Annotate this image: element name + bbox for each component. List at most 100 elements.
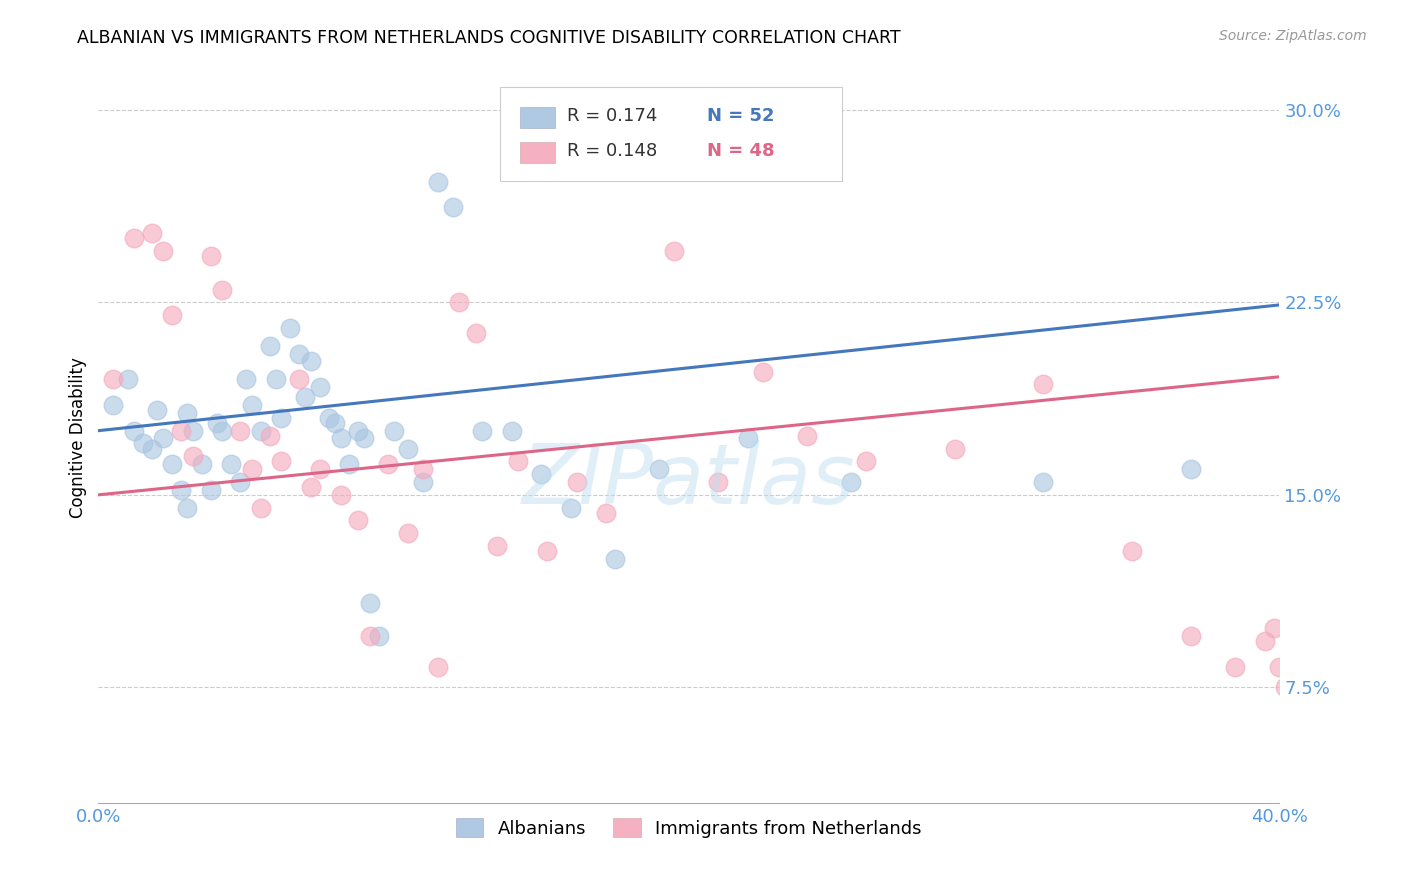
Point bbox=[141, 442, 163, 456]
Point bbox=[240, 398, 263, 412]
Point bbox=[595, 506, 617, 520]
FancyBboxPatch shape bbox=[520, 107, 555, 128]
Point bbox=[309, 380, 332, 394]
Point bbox=[796, 429, 818, 443]
Point bbox=[382, 424, 405, 438]
Point bbox=[501, 424, 523, 438]
Point bbox=[146, 403, 169, 417]
FancyBboxPatch shape bbox=[501, 87, 842, 181]
Point bbox=[339, 457, 361, 471]
Point bbox=[565, 475, 588, 489]
Point bbox=[1274, 681, 1296, 695]
Point bbox=[152, 431, 174, 445]
Point bbox=[605, 552, 627, 566]
Point bbox=[707, 475, 730, 489]
Y-axis label: Cognitive Disability: Cognitive Disability bbox=[69, 357, 87, 517]
Point bbox=[441, 200, 464, 214]
Point bbox=[329, 431, 352, 445]
Point bbox=[141, 226, 163, 240]
Text: Source: ZipAtlas.com: Source: ZipAtlas.com bbox=[1219, 29, 1367, 43]
Point bbox=[347, 424, 370, 438]
Point bbox=[412, 462, 434, 476]
Point bbox=[465, 326, 488, 340]
Point bbox=[398, 442, 420, 456]
Point bbox=[1180, 629, 1202, 643]
Point bbox=[855, 454, 877, 468]
Point bbox=[486, 539, 509, 553]
Point bbox=[368, 629, 391, 643]
Point bbox=[176, 406, 198, 420]
Point bbox=[162, 457, 183, 471]
Text: ALBANIAN VS IMMIGRANTS FROM NETHERLANDS COGNITIVE DISABILITY CORRELATION CHART: ALBANIAN VS IMMIGRANTS FROM NETHERLANDS … bbox=[77, 29, 901, 46]
Point bbox=[294, 390, 316, 404]
Point bbox=[377, 457, 399, 471]
Point bbox=[536, 544, 558, 558]
Point bbox=[211, 283, 233, 297]
Point bbox=[1032, 475, 1054, 489]
Point bbox=[752, 365, 775, 379]
Point bbox=[170, 424, 193, 438]
Point bbox=[211, 424, 233, 438]
Point bbox=[1298, 603, 1320, 617]
Point bbox=[181, 450, 204, 464]
Point bbox=[359, 596, 381, 610]
Point bbox=[176, 500, 198, 515]
Text: N = 48: N = 48 bbox=[707, 142, 775, 160]
Point bbox=[1268, 660, 1291, 674]
Point bbox=[634, 159, 657, 173]
Text: R = 0.148: R = 0.148 bbox=[567, 142, 658, 160]
Point bbox=[162, 308, 183, 322]
Point bbox=[270, 454, 292, 468]
Point bbox=[664, 244, 686, 258]
Point bbox=[235, 372, 257, 386]
Point bbox=[1032, 377, 1054, 392]
Point bbox=[250, 424, 273, 438]
Point bbox=[122, 424, 145, 438]
Point bbox=[943, 442, 966, 456]
Point bbox=[1254, 634, 1277, 648]
Text: N = 52: N = 52 bbox=[707, 107, 775, 125]
Point bbox=[412, 475, 434, 489]
Point bbox=[200, 249, 222, 263]
Point bbox=[221, 457, 243, 471]
Point bbox=[530, 467, 553, 482]
Point bbox=[264, 372, 287, 386]
Point bbox=[122, 231, 145, 245]
Point bbox=[648, 462, 671, 476]
Point bbox=[841, 475, 863, 489]
Point bbox=[117, 372, 139, 386]
Point bbox=[288, 346, 311, 360]
Point bbox=[560, 500, 582, 515]
Point bbox=[323, 416, 346, 430]
Point bbox=[229, 424, 252, 438]
Point bbox=[347, 514, 370, 528]
Point bbox=[1121, 544, 1143, 558]
Point bbox=[1284, 634, 1306, 648]
Point bbox=[229, 475, 252, 489]
Point bbox=[1263, 621, 1285, 635]
Legend: Albanians, Immigrants from Netherlands: Albanians, Immigrants from Netherlands bbox=[449, 811, 929, 845]
Point bbox=[318, 410, 340, 425]
FancyBboxPatch shape bbox=[520, 143, 555, 163]
Point bbox=[259, 429, 281, 443]
Point bbox=[288, 372, 311, 386]
Point bbox=[447, 295, 470, 310]
Point bbox=[191, 457, 214, 471]
Point bbox=[103, 372, 125, 386]
Point bbox=[170, 483, 193, 497]
Text: ZIPatlas: ZIPatlas bbox=[522, 441, 856, 522]
Point bbox=[309, 462, 332, 476]
Point bbox=[200, 483, 222, 497]
Point bbox=[1225, 660, 1247, 674]
Point bbox=[329, 488, 352, 502]
Point bbox=[427, 175, 450, 189]
Point bbox=[398, 526, 420, 541]
Point bbox=[205, 416, 228, 430]
Point bbox=[506, 454, 529, 468]
Point bbox=[299, 480, 322, 494]
Point bbox=[353, 431, 375, 445]
Point bbox=[250, 500, 273, 515]
Point bbox=[280, 321, 302, 335]
Point bbox=[240, 462, 263, 476]
Point bbox=[132, 436, 155, 450]
